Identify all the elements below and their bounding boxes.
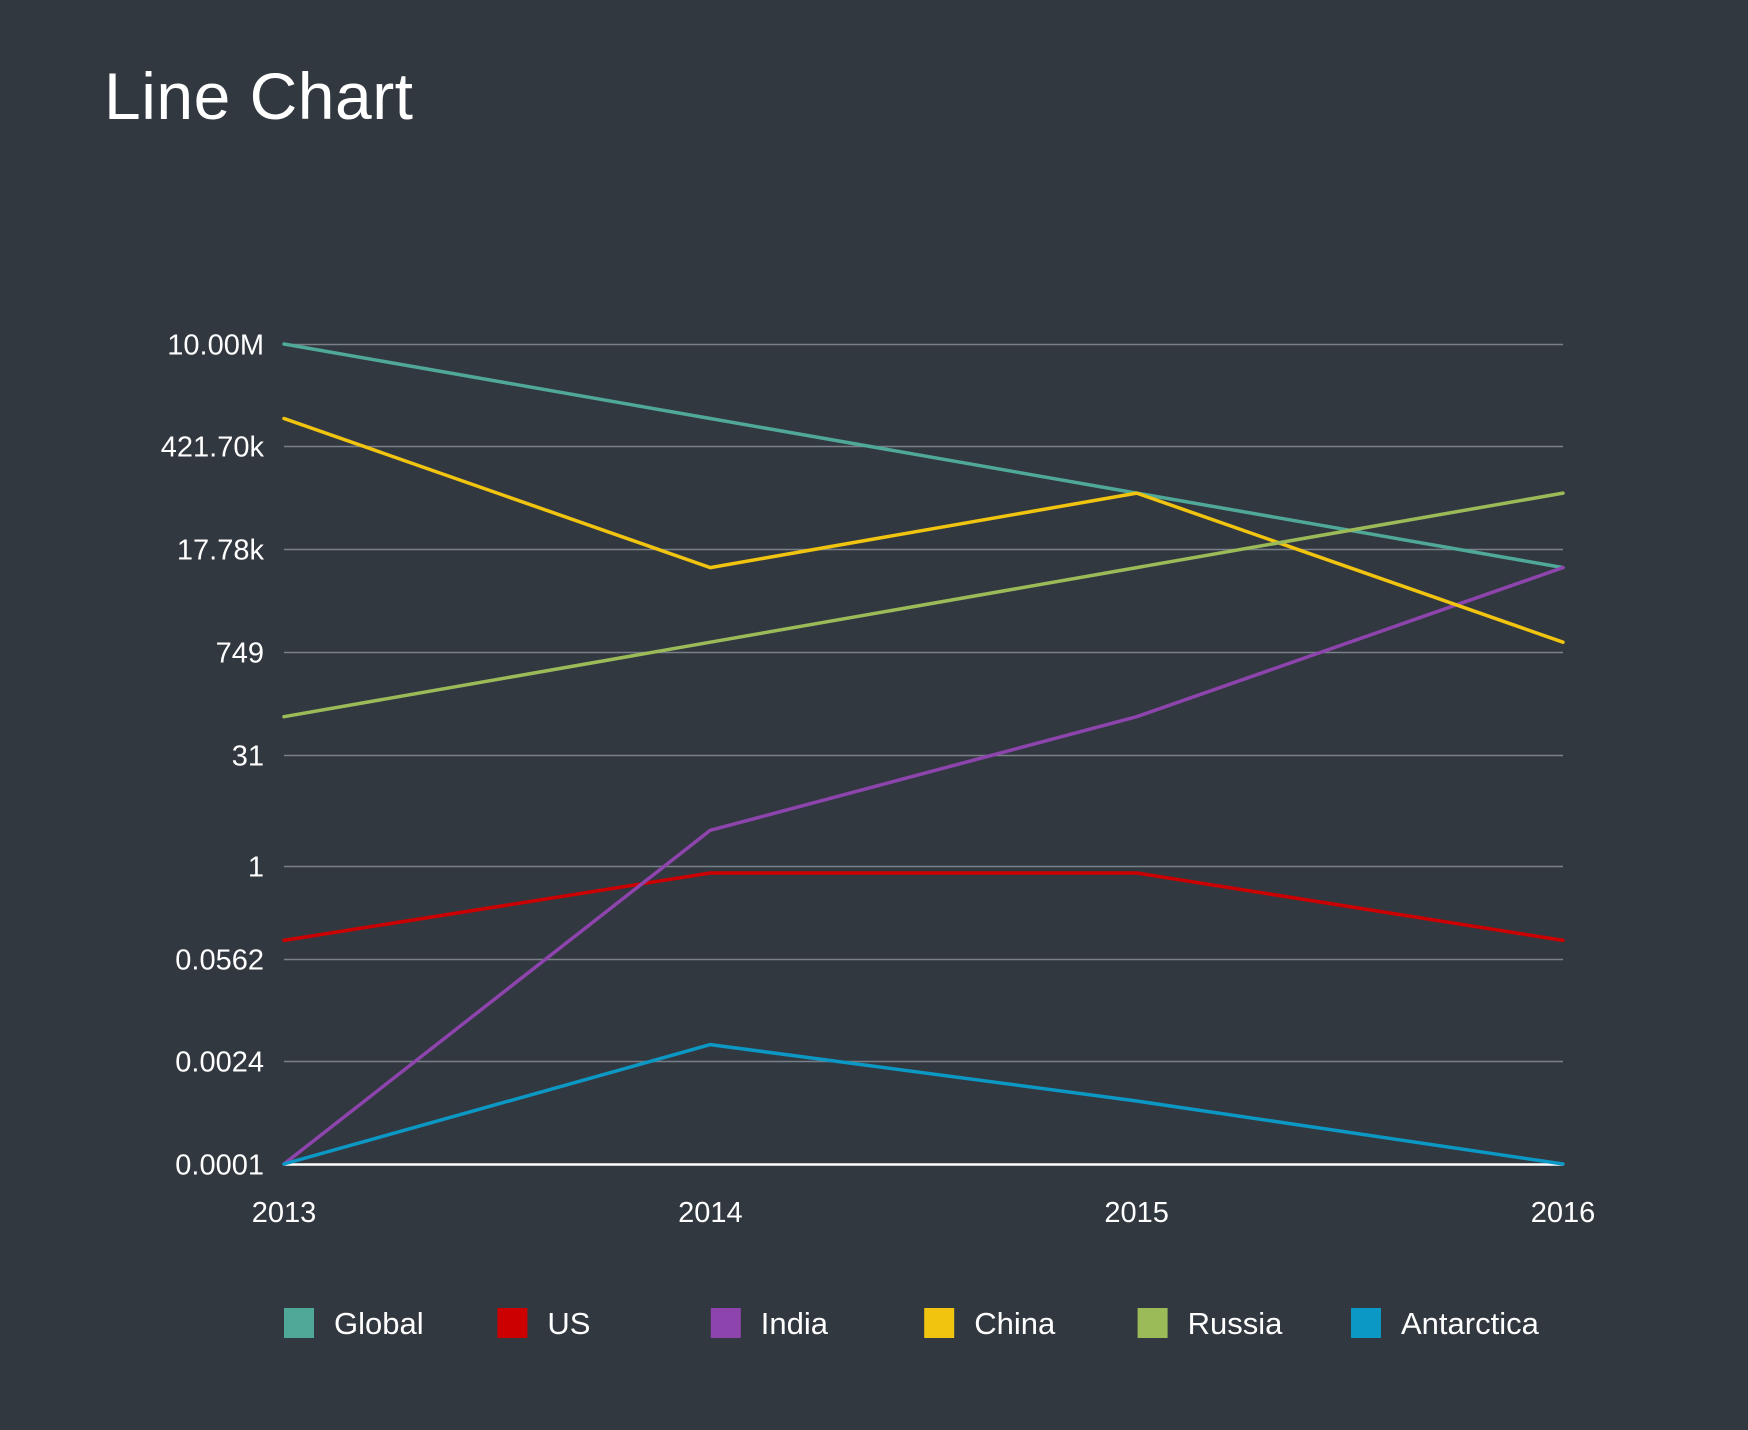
series-line-global <box>282 342 1565 570</box>
chart-title: Line Chart <box>104 59 414 133</box>
gridlines <box>284 343 1563 1166</box>
legend-swatch-us <box>497 1308 528 1338</box>
y-tick-label: 0.0562 <box>175 945 264 977</box>
series-lines <box>282 342 1565 1166</box>
x-tick-label: 2016 <box>1531 1197 1596 1229</box>
legend-label-global: Global <box>334 1306 424 1341</box>
y-tick-label: 17.78k <box>177 535 265 567</box>
y-tick-label: 1 <box>248 852 264 884</box>
legend-swatch-india <box>710 1308 741 1338</box>
legend-label-russia: Russia <box>1188 1306 1284 1341</box>
series-line-russia <box>282 491 1565 719</box>
y-tick-label: 0.0024 <box>175 1047 264 1079</box>
series-line-china <box>282 416 1565 644</box>
series-line-antarctica <box>282 1042 1565 1166</box>
axes: 10.00M 421.70k 17.78k 749 31 1 0.0562 0.0024 0.0… <box>161 330 1595 1230</box>
y-tick-label: 749 <box>216 638 264 670</box>
legend-label-us: US <box>547 1306 590 1341</box>
legend-swatch-global <box>284 1308 314 1338</box>
x-tick-label: 2013 <box>252 1197 317 1229</box>
legend-swatch-china <box>924 1308 955 1338</box>
series-line-india <box>282 565 1565 1166</box>
legend-swatch-antarctica <box>1351 1308 1381 1338</box>
legend-label-china: China <box>974 1306 1056 1341</box>
y-tick-label: 10.00M <box>167 330 264 362</box>
legend-label-antarctica: Antarctica <box>1401 1306 1540 1341</box>
legend-swatch-russia <box>1137 1308 1168 1338</box>
x-tick-label: 2014 <box>678 1197 743 1229</box>
legend: Global US India China Russia Antarctica <box>284 1306 1540 1341</box>
y-tick-label: 0.0001 <box>175 1150 264 1182</box>
y-tick-label: 31 <box>232 741 264 773</box>
series-line-us <box>282 871 1565 943</box>
legend-label-india: India <box>761 1306 829 1341</box>
y-tick-label: 421.70k <box>161 432 265 464</box>
x-tick-label: 2015 <box>1104 1197 1169 1229</box>
